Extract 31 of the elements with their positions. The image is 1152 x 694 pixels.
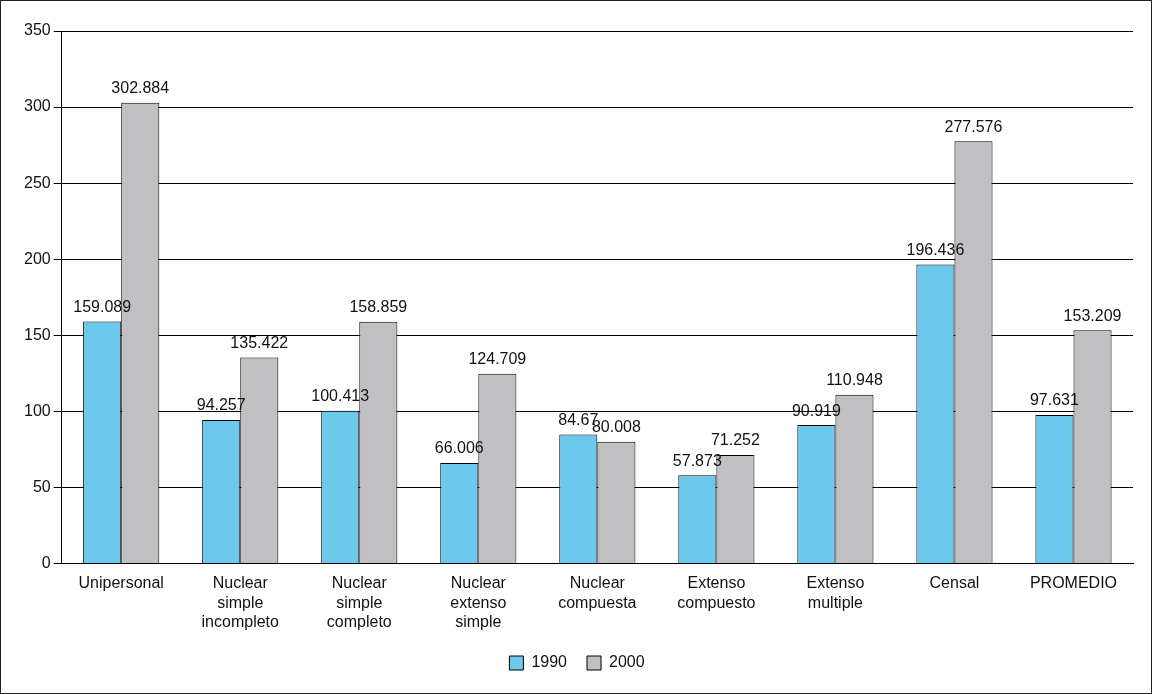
y-tick-label: 0 (41, 553, 51, 571)
legend-label: 2000 (609, 653, 645, 671)
y-tick-label: 150 (23, 325, 51, 343)
x-tick-label: Extenso compuesto (677, 574, 756, 611)
legend-label: 1990 (531, 653, 568, 671)
data-label: 110.948 (826, 371, 883, 389)
data-label: 71.252 (710, 431, 760, 449)
data-label: 196.436 (906, 241, 965, 258)
y-tick-label: 250 (23, 173, 51, 191)
data-label: 277.576 (944, 117, 1003, 135)
y-tick-label: 50 (32, 477, 51, 495)
x-tick-label: Censal (929, 574, 980, 592)
data-label: 57.873 (672, 451, 722, 469)
x-tick-label: Unipersonal (78, 574, 164, 592)
y-tick-label: 350 (23, 21, 51, 39)
y-tick-label: 300 (23, 97, 51, 115)
x-tick-label: Extenso multiple (806, 574, 865, 611)
x-tick-label: Nuclear simple incompleto (201, 574, 280, 630)
y-tick-label: 200 (23, 249, 51, 267)
data-label: 124.709 (468, 350, 527, 368)
data-label: 135.422 (230, 333, 289, 351)
data-label: 66.006 (434, 439, 484, 457)
x-tick-label: Nuclear extenso simple (450, 574, 507, 630)
y-tick-label: 100 (23, 401, 51, 419)
x-tick-label: Nuclear compuesta (558, 574, 637, 611)
data-label: 302.884 (111, 79, 170, 97)
data-label: 97.631 (1029, 391, 1080, 409)
x-tick-label: PROMEDIO (1029, 574, 1118, 592)
data-label: 153.209 (1063, 306, 1122, 324)
data-label: 158.859 (349, 298, 408, 316)
x-tick-label: Nuclear simple completo (326, 574, 392, 630)
